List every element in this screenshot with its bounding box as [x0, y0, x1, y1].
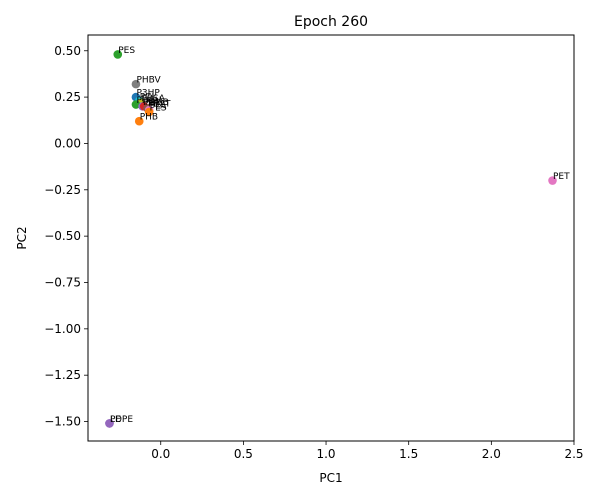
point-label: PES: [150, 103, 167, 113]
x-tick-label: 2.0: [482, 447, 501, 461]
point-label: P4HB: [145, 98, 169, 108]
y-tick-label: 0.25: [54, 90, 81, 104]
x-tick-label: 1.5: [399, 447, 418, 461]
scatter-point: [548, 176, 557, 185]
x-tick-label: 0.5: [234, 447, 253, 461]
y-tick-label: −0.50: [44, 229, 81, 243]
chart-title: Epoch 260: [294, 14, 368, 30]
point-label: PHBV: [136, 76, 161, 86]
x-tick-label: 2.5: [564, 447, 583, 461]
point-label: PE: [110, 415, 121, 425]
scatter-point: [144, 107, 154, 117]
scatter-point: [113, 50, 123, 59]
y-tick-label: −1.00: [44, 322, 81, 336]
point-label: PET: [553, 172, 570, 182]
y-tick-label: 0.00: [54, 136, 81, 150]
x-axis-title: PC1: [319, 471, 342, 485]
scatter-point: [131, 79, 141, 89]
ticks-layer: 0.0 0.5 1.0 1.5 2.0 2.5 0.50 0.25 0.00 −0.25 −0.50…: [44, 44, 583, 461]
point-label: LDPE: [110, 415, 133, 425]
point-label: PLA: [150, 102, 168, 112]
scatter-point: [131, 100, 141, 109]
point-label: PEA: [143, 98, 161, 108]
y-tick-label: 0.50: [54, 44, 81, 58]
plot-area-frame: [87, 34, 575, 442]
point-label: PHBH: [136, 96, 161, 106]
y-tick-label: −0.25: [44, 183, 81, 197]
y-tick-label: −1.50: [44, 415, 81, 429]
point-label: PCL: [140, 92, 157, 102]
point-label: P3HP: [136, 89, 160, 99]
points-layer: [105, 50, 557, 428]
y-tick-label: −0.75: [44, 275, 81, 289]
point-label: PBAT: [148, 100, 171, 110]
point-label: PBSA: [141, 94, 165, 104]
y-axis-title: PC2: [15, 226, 29, 249]
scatter-point: [105, 419, 114, 428]
labels-layer: PESPHBVP3HPPCLPBSAPHBHPEAP4HBPBATPLAPESP…: [110, 46, 570, 425]
point-label: PES: [118, 46, 135, 56]
point-label: PHB: [140, 113, 158, 123]
y-tick-label: −1.25: [44, 368, 81, 382]
scatter-point: [134, 116, 144, 126]
x-tick-label: 0.0: [151, 447, 170, 461]
x-tick-label: 1.0: [316, 447, 335, 461]
